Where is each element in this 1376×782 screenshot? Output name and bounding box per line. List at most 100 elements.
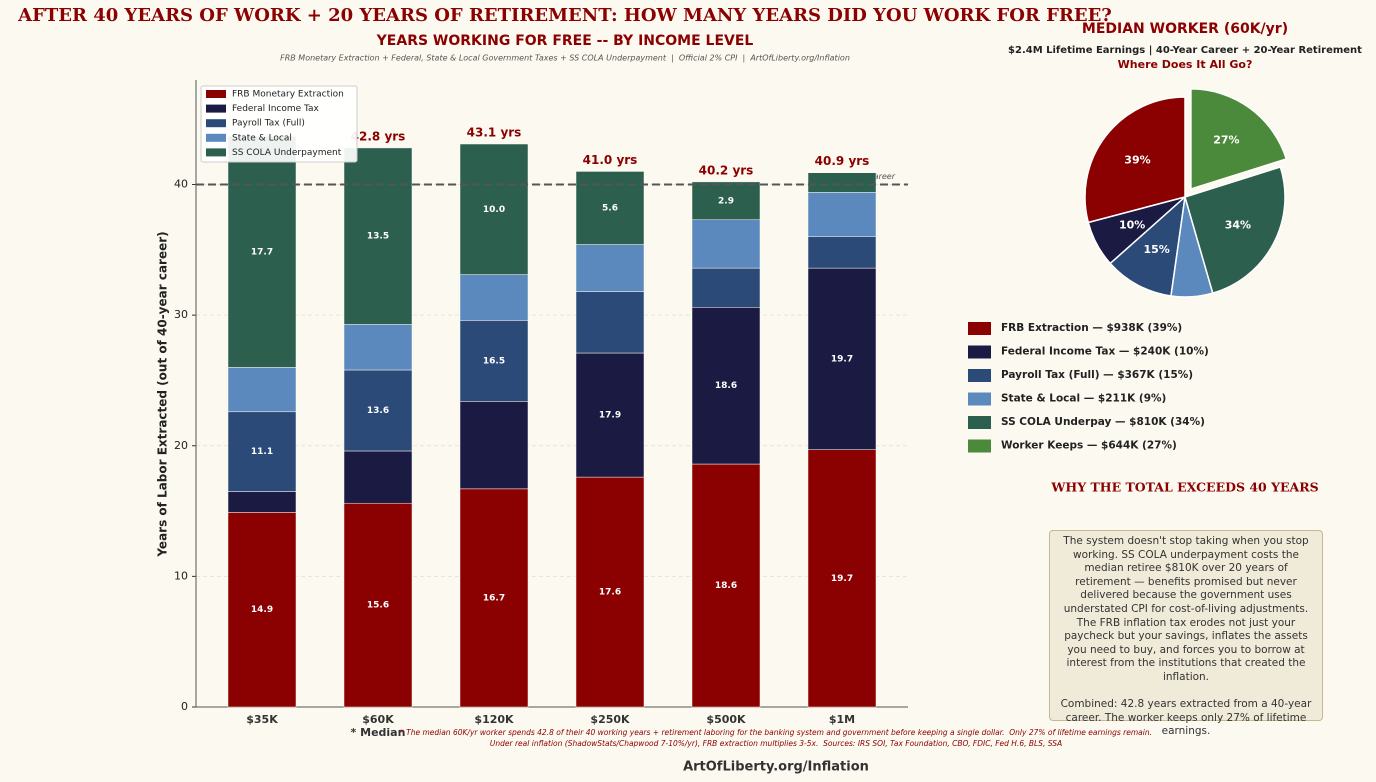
x-tick-label: $250K xyxy=(590,713,630,726)
segment-label: 16.7 xyxy=(483,593,505,603)
bar-segment xyxy=(691,463,761,708)
y-tick-label: 0 xyxy=(181,700,188,713)
note-text: The system doesn't stop taking when you … xyxy=(1063,535,1309,683)
note-text: Combined: 42.8 years extracted from a 40… xyxy=(1060,698,1312,738)
bar-segment xyxy=(343,502,413,708)
legend-label: FRB Monetary Extraction xyxy=(232,90,344,100)
pie-title: MEDIAN WORKER (60K/yr) xyxy=(1082,21,1288,37)
segment-label: 13.6 xyxy=(367,406,389,416)
pie-label: 10% xyxy=(1119,218,1145,231)
segment-label: 2.9 xyxy=(718,196,734,206)
bar-segment xyxy=(575,476,645,708)
legend-swatch xyxy=(968,416,991,429)
y-tick-label: 30 xyxy=(174,308,188,321)
bar-segment xyxy=(227,367,297,413)
pie-label: 15% xyxy=(1143,243,1169,256)
x-tick-label: $1M xyxy=(829,713,855,726)
bar-segment xyxy=(807,267,877,450)
bar-segment xyxy=(807,192,877,237)
bar-segment xyxy=(575,244,645,292)
legend-swatch xyxy=(968,322,991,335)
segment-label: 11.1 xyxy=(251,447,273,457)
segment-label: 13.5 xyxy=(367,232,389,242)
chart-caption: FRB Monetary Extraction + Federal, State… xyxy=(280,54,850,63)
total-label: 43.1 yrs xyxy=(467,126,522,140)
category-note: * Median xyxy=(351,726,406,739)
legend-label: State & Local — $211K (9%) xyxy=(1001,393,1166,405)
bar-segment xyxy=(227,411,297,492)
pie-label: 34% xyxy=(1225,218,1251,231)
bar-segment xyxy=(459,320,529,402)
total-label: 40.9 yrs xyxy=(815,154,870,168)
legend-label: SS COLA Underpay — $810K (34%) xyxy=(1001,416,1205,428)
pie-subtitle: $2.4M Lifetime Earnings | 40-Year Career… xyxy=(1008,45,1362,56)
note-box: The system doesn't stop taking when you … xyxy=(1049,530,1323,737)
y-tick-label: 10 xyxy=(174,569,188,582)
segment-label: 17.6 xyxy=(599,588,621,598)
legend-swatch xyxy=(968,345,991,359)
segment-label: 17.9 xyxy=(599,411,621,421)
bar-segment xyxy=(343,369,413,452)
segment-label: 18.6 xyxy=(715,381,737,391)
chart-subtitle: YEARS WORKING FOR FREE -- BY INCOME LEVE… xyxy=(376,33,754,49)
bar-segment xyxy=(459,401,529,490)
segment-label: 17.7 xyxy=(251,247,273,257)
bar-segment xyxy=(343,450,413,504)
bar-segment xyxy=(691,219,761,269)
legend-swatch xyxy=(968,369,991,382)
bar-segment xyxy=(459,143,529,275)
segment-label: 15.6 xyxy=(367,601,389,611)
bar-segment xyxy=(807,236,877,269)
legend-swatch xyxy=(206,119,226,128)
y-axis-label: Years of Labor Extracted (out of 40-year… xyxy=(156,231,170,557)
bar-segment xyxy=(227,512,297,708)
pie-question: Where Does It All Go? xyxy=(1118,58,1253,71)
x-tick-label: $120K xyxy=(474,713,514,726)
bar-segment xyxy=(343,147,413,325)
legend-label: Federal Income Tax xyxy=(232,104,320,114)
bar-segment xyxy=(575,291,645,354)
legend-label: Worker Keeps — $644K (27%) xyxy=(1001,440,1177,452)
bar-segment xyxy=(807,172,877,193)
segment-label: 10.0 xyxy=(483,205,505,215)
segment-label: 18.6 xyxy=(715,581,737,591)
chart-title: AFTER 40 YEARS OF WORK + 20 YEARS OF RET… xyxy=(17,5,1112,26)
legend-label: Payroll Tax (Full) — $367K (15%) xyxy=(1001,369,1193,381)
total-label: 41.0 yrs xyxy=(583,153,638,167)
total-label: 40.2 yrs xyxy=(699,163,754,177)
legend-swatch xyxy=(968,439,991,453)
footnote: * The median 60K/yr worker spends 42.8 o… xyxy=(400,728,1152,737)
total-label: 42.8 yrs xyxy=(351,129,406,143)
legend-label: State & Local xyxy=(232,133,292,143)
pie-label: 39% xyxy=(1124,153,1150,166)
legend-swatch xyxy=(206,133,226,142)
legend-swatch xyxy=(206,104,226,113)
legend-swatch xyxy=(968,392,991,406)
bar-segment xyxy=(691,181,761,221)
note-heading: WHY THE TOTAL EXCEEDS 40 YEARS xyxy=(1050,480,1318,495)
pie-slice xyxy=(1184,166,1286,294)
x-tick-label: $35K xyxy=(246,713,278,726)
segment-label: 19.7 xyxy=(831,354,853,364)
legend-label: Payroll Tax (Full) xyxy=(232,119,305,129)
segment-label: 5.6 xyxy=(602,204,618,214)
segment-label: 16.5 xyxy=(483,356,505,366)
pie-slice xyxy=(1084,96,1186,224)
bar-segment xyxy=(691,307,761,465)
bar-segment xyxy=(459,274,529,321)
footer: ArtOfLiberty.org/Inflation xyxy=(683,760,869,775)
bar-segment xyxy=(691,267,761,308)
pie-slice xyxy=(1109,195,1187,297)
segment-label: 19.7 xyxy=(831,574,853,584)
y-tick-label: 40 xyxy=(174,178,188,191)
legend-swatch xyxy=(206,148,226,157)
x-tick-label: $60K xyxy=(362,713,394,726)
legend-label: SS COLA Underpayment xyxy=(232,148,342,158)
bar-segment xyxy=(343,324,413,371)
pie-slice xyxy=(1190,88,1288,190)
footnote: Under real inflation (ShadowStats/Chapwo… xyxy=(490,739,1062,748)
bar-segment xyxy=(227,135,297,368)
legend-swatch xyxy=(206,90,226,98)
y-tick-label: 20 xyxy=(174,439,188,452)
